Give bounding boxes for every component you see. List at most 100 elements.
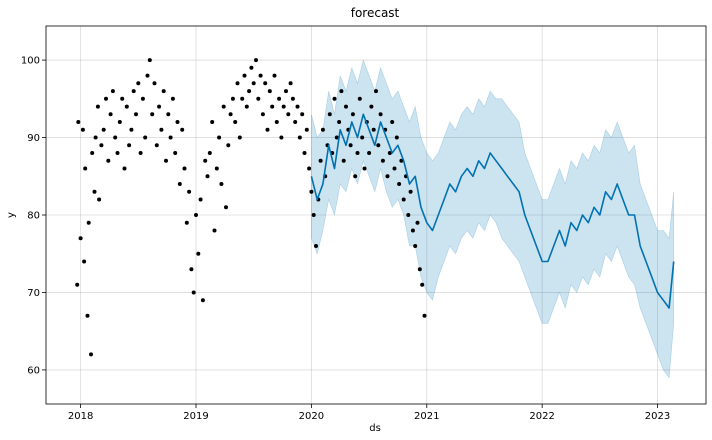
y-tick-label: 70 [27, 288, 40, 299]
observed-point [244, 104, 249, 109]
observed-point [173, 151, 178, 155]
observed-point [95, 104, 100, 109]
observed-point [295, 104, 300, 109]
observed-point [228, 112, 233, 117]
y-tick-label: 100 [21, 56, 40, 67]
observed-point [85, 313, 90, 318]
observed-point [115, 151, 120, 155]
observed-point [357, 96, 362, 101]
observed-point [97, 197, 102, 202]
observed-point [131, 89, 136, 94]
observed-point [413, 244, 418, 248]
observed-point [290, 96, 295, 101]
observed-point [92, 189, 97, 194]
interval-band [311, 59, 674, 379]
observed-point [207, 151, 212, 155]
observed-point [355, 151, 360, 155]
observed-point [258, 73, 263, 78]
observed-point [129, 127, 134, 132]
observed-point [281, 104, 286, 109]
x-tick-label: 2022 [529, 411, 554, 422]
observed-point [170, 96, 175, 101]
observed-point [420, 282, 425, 287]
observed-point [378, 112, 383, 117]
observed-point [288, 81, 293, 86]
plot-background [46, 26, 706, 404]
observed-point [189, 267, 194, 272]
observed-point [410, 228, 415, 233]
observed-point [157, 104, 162, 109]
observed-point [147, 58, 152, 63]
observed-point [309, 189, 314, 194]
observed-point [380, 158, 385, 163]
observed-point [251, 81, 256, 86]
uncertainty-interval [311, 59, 674, 379]
forecast-line-group [310, 113, 675, 309]
observed-point [334, 135, 339, 140]
observed-point [106, 158, 111, 163]
x-tick-label: 2023 [645, 411, 670, 422]
observed-point [217, 135, 222, 140]
x-axis-label: ds [369, 423, 381, 434]
observed-point [392, 166, 397, 171]
observed-point [191, 290, 196, 295]
observed-point [339, 89, 344, 94]
observed-point [108, 112, 113, 117]
observed-point [182, 166, 187, 171]
observed-point [214, 166, 219, 171]
observed-point [113, 135, 118, 140]
observed-point [187, 189, 192, 194]
x-tick-label: 2019 [183, 411, 208, 422]
forecast-line [310, 113, 675, 309]
observed-point [327, 112, 332, 117]
observed-point [415, 220, 420, 225]
observed-point [233, 120, 238, 124]
observed-point [104, 96, 108, 101]
observed-point [235, 81, 240, 86]
x-axis-ticks: 2018 2019 2020 2021 2022 2023 [68, 404, 670, 422]
y-tick-label: 60 [27, 365, 40, 376]
observed-point [350, 112, 355, 117]
y-axis-ticks: 60 70 80 90 100 [21, 56, 46, 376]
observed-point [371, 127, 376, 132]
observed-point [194, 213, 198, 217]
observed-point [145, 73, 150, 78]
observed-point [297, 135, 302, 140]
observed-point [143, 135, 148, 140]
y-axis-label: y [6, 212, 17, 218]
observed-point [124, 104, 129, 109]
observed-point [397, 182, 402, 186]
observed-point [242, 73, 247, 78]
observed-points [75, 58, 427, 357]
observed-point [360, 135, 365, 140]
observed-point [154, 143, 159, 148]
observed-point [140, 96, 145, 101]
observed-point [152, 81, 157, 86]
observed-point [76, 120, 81, 124]
observed-point [122, 166, 127, 171]
x-tick-label: 2020 [299, 411, 324, 422]
observed-point [256, 96, 261, 101]
observed-point [224, 205, 228, 210]
observed-point [314, 244, 318, 248]
observed-point [320, 127, 325, 132]
observed-point [376, 143, 381, 148]
observed-point [175, 120, 180, 124]
observed-point [399, 158, 404, 163]
observed-point [260, 112, 265, 117]
observed-point [93, 135, 98, 140]
observed-point [200, 298, 205, 303]
observed-point [390, 120, 395, 124]
observed-point [286, 112, 291, 117]
observed-point [267, 89, 272, 94]
observed-point [210, 120, 215, 124]
observed-point [161, 89, 166, 94]
x-tick-label: 2021 [414, 411, 439, 422]
observed-point [86, 220, 91, 225]
observed-point [99, 143, 104, 148]
observed-point [284, 89, 288, 94]
observed-point [196, 251, 201, 256]
observed-point [75, 282, 80, 287]
observed-point [272, 73, 277, 78]
